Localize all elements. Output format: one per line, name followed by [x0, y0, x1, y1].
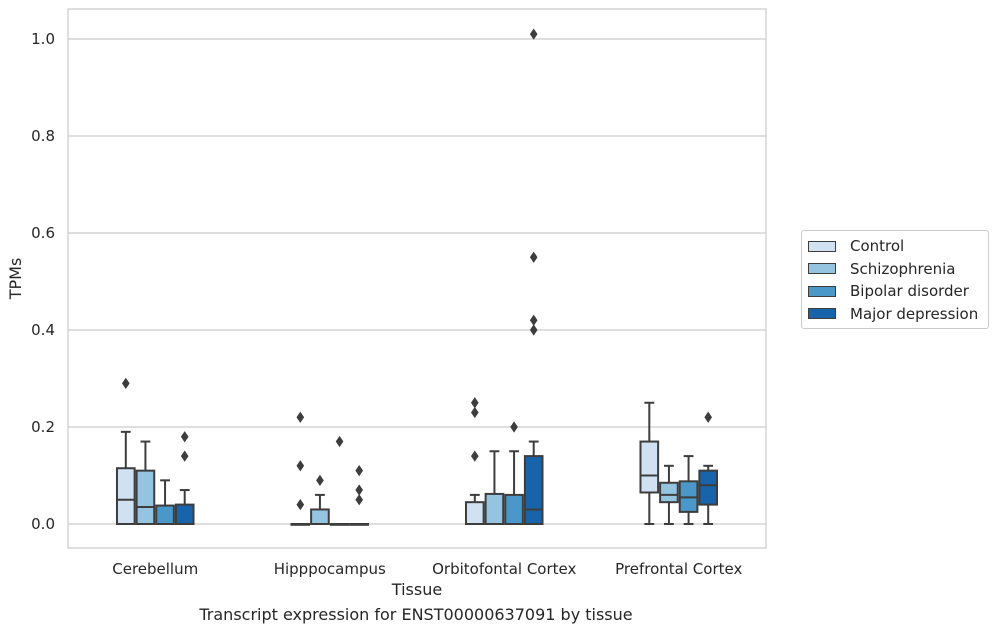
box-control	[464, 397, 485, 525]
box-schizophrenia	[484, 450, 505, 525]
outlier-point	[296, 411, 305, 423]
box-control	[115, 377, 136, 526]
outlier-point	[529, 324, 538, 336]
outlier-point	[316, 474, 324, 486]
x-tick-label: Prefrontal Cortex	[615, 560, 742, 578]
box-major-depression	[523, 28, 544, 526]
outlier-point	[335, 435, 344, 448]
outlier-point	[296, 460, 305, 472]
outlier-point	[529, 28, 538, 40]
y-tick-label: 0.8	[31, 127, 55, 145]
box-bipolar-disorder	[329, 435, 350, 526]
box-bipolar-disorder	[155, 479, 175, 526]
box-iqr	[135, 469, 156, 525]
outlier-point	[470, 450, 479, 462]
box-iqr	[115, 467, 136, 526]
box-bipolar-disorder	[504, 421, 524, 525]
outlier-point	[121, 377, 130, 389]
legend: Control Schizophrenia Bipolar disorder Majo…	[801, 230, 989, 329]
box-schizophrenia	[135, 440, 156, 525]
box-iqr	[484, 492, 505, 525]
outlier-point	[470, 406, 479, 419]
box-control	[290, 411, 311, 526]
outlier-point	[529, 251, 538, 263]
plot-frame	[67, 8, 767, 549]
legend-swatch	[808, 308, 836, 320]
outlier-point	[180, 431, 189, 443]
outlier-point	[296, 498, 305, 511]
box-schizophrenia	[310, 474, 330, 526]
outlier-point	[355, 494, 364, 506]
outlier-point	[529, 314, 538, 326]
legend-item: Schizophrenia	[802, 258, 988, 281]
legend-item: Control	[802, 235, 988, 258]
outlier-point	[355, 484, 364, 496]
box-iqr	[310, 508, 330, 526]
x-tick-label: Cerebellum	[112, 560, 198, 578]
y-tick-label: 1.0	[31, 30, 55, 48]
legend-item: Bipolar disorder	[802, 280, 988, 303]
x-tick-label: Hipppocampus	[274, 560, 386, 578]
box-iqr	[174, 503, 195, 526]
y-tick-label: 0.0	[31, 515, 55, 533]
box-schizophrenia	[659, 464, 679, 525]
legend-swatch	[808, 263, 836, 275]
y-axis-label: TPMs	[6, 258, 25, 301]
box-major-depression	[349, 465, 370, 526]
outlier-point	[355, 465, 364, 477]
legend-label: Control	[850, 237, 905, 256]
legend-label: Major depression	[850, 304, 979, 323]
box-iqr	[523, 455, 544, 526]
y-tick-label: 0.2	[31, 418, 55, 436]
y-tick-label: 0.4	[31, 321, 55, 339]
box-groups	[115, 28, 719, 526]
y-tick-label: 0.6	[31, 224, 55, 242]
box-bipolar-disorder	[678, 455, 699, 525]
legend-label: Schizophrenia	[850, 259, 956, 278]
x-axis-ticks: Cerebellum Hipppocampus Orbitofontal Corte…	[112, 560, 742, 578]
box-iqr	[464, 501, 485, 525]
gridlines	[68, 38, 766, 525]
box-control	[639, 401, 660, 525]
x-tick-label: Orbitofontal Cortex	[432, 560, 576, 578]
outlier-point	[470, 397, 479, 409]
box-major-depression	[174, 431, 195, 526]
box-iqr	[659, 481, 679, 504]
legend-label: Bipolar disorder	[850, 282, 969, 301]
outlier-point	[510, 421, 518, 433]
legend-swatch	[808, 240, 836, 252]
outlier-point	[704, 411, 713, 423]
box-iqr	[639, 440, 660, 494]
box-iqr	[155, 504, 175, 526]
box-iqr	[504, 493, 524, 525]
y-axis-ticks: 0.0 0.2 0.4 0.6 0.8 1.0	[31, 30, 55, 533]
chart-caption: Transcript expression for ENST0000063709…	[199, 605, 633, 624]
x-axis-label: Tissue	[391, 580, 442, 599]
box-major-depression	[698, 411, 719, 525]
outlier-point	[180, 450, 189, 462]
legend-swatch	[808, 285, 836, 297]
legend-item: Major depression	[802, 303, 988, 326]
box-iqr	[698, 469, 719, 506]
